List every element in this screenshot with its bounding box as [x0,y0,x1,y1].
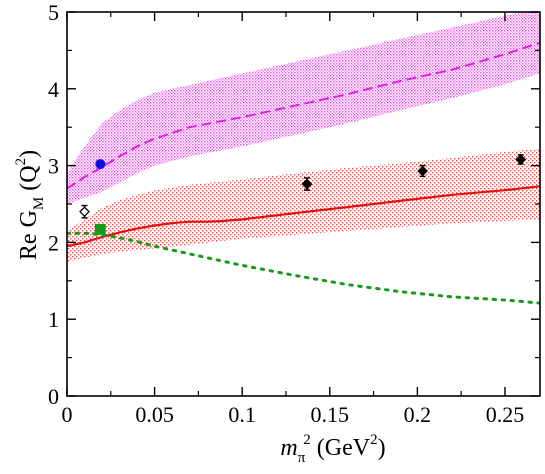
y-tick-label: 0 [48,384,59,409]
uncertainty-bands [67,12,540,262]
y-tick-label: 2 [48,230,59,255]
x-tick-label: 0.1 [228,402,256,427]
axis-ticks: 0 0.05 0.1 0.15 0.2 0.25 0 1 2 3 4 5 [48,0,540,427]
dashed-magenta-line [67,41,540,190]
x-tick-label: 0.15 [311,402,350,427]
data-points [79,154,527,235]
x-tick-label: 0.05 [135,402,174,427]
band-magenta [67,12,540,204]
y-axis-title: Re GM(Q2) [13,150,47,260]
x-tick-label: 0.2 [404,402,432,427]
x-tick-label: 0 [62,402,73,427]
diamond-point [301,178,313,190]
solid-red-line [67,185,540,248]
y-tick-label: 3 [48,154,59,179]
x-axis-title: mπ2 (GeV2) [280,432,385,466]
y-tick-label: 5 [48,0,59,25]
blue-circle-point [95,159,106,170]
open-diamond-point [79,206,90,218]
dotted-green-line [67,231,540,305]
y-tick-label: 1 [48,307,59,332]
x-tick-label: 0.25 [486,402,525,427]
y-tick-label: 4 [48,77,59,102]
diamond-point [417,165,429,177]
green-square-point [94,223,106,235]
diamond-point [515,154,527,165]
series-lines [67,41,540,305]
